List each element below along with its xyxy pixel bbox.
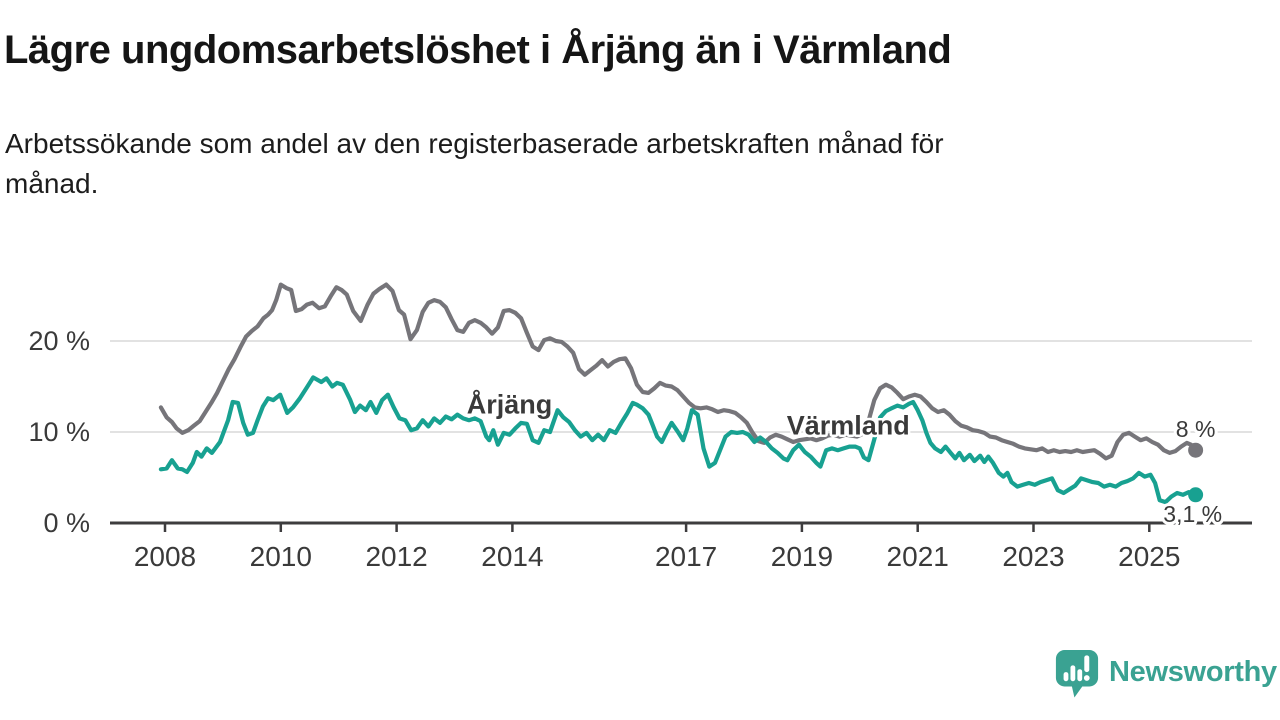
x-tick-label-2021: 2021 <box>887 541 949 572</box>
bar-icon-medium <box>1077 669 1083 682</box>
x-tick-label-2012: 2012 <box>365 541 427 572</box>
newsworthy-logo-text: Newsworthy <box>1109 655 1277 688</box>
chart-title: Lägre ungdomsarbetslöshet i Årjäng än i … <box>4 28 952 72</box>
x-tick-label-2019: 2019 <box>771 541 833 572</box>
x-tick-label-2017: 2017 <box>655 541 717 572</box>
x-tick-label-2023: 2023 <box>1002 541 1064 572</box>
exclamation-dot-icon <box>1083 675 1090 681</box>
y-tick-label-20: 20 % <box>28 326 90 356</box>
vrmland-end-dot <box>1188 442 1204 458</box>
vrmland-line <box>158 282 1198 461</box>
rjng-end-dot <box>1188 487 1204 503</box>
y-tick-label-0: 0 % <box>43 508 90 538</box>
exclamation-stem-icon <box>1084 655 1090 673</box>
newsworthy-logo-icon <box>1055 650 1099 698</box>
x-tick-label-2014: 2014 <box>481 541 543 572</box>
rjng-series-label: Årjäng <box>467 388 553 419</box>
bar-icon-small <box>1063 672 1069 682</box>
rjng-line <box>158 375 1198 505</box>
newsworthy-logo: Newsworthy <box>1054 647 1277 701</box>
x-tick-label-2025: 2025 <box>1118 541 1180 572</box>
rjng-end-value-label: 3,1 % <box>1163 501 1222 527</box>
chart-subtitle: Arbetssökande som andel av den registerb… <box>5 128 944 199</box>
vrmland-end-value-label: 8 % <box>1176 416 1216 442</box>
bar-icon-tall <box>1070 665 1076 682</box>
x-tick-label-2010: 2010 <box>250 541 312 572</box>
speech-bubble-shape <box>1055 650 1099 698</box>
y-tick-label-10: 10 % <box>28 417 90 447</box>
vrmland-series-label: Värmland <box>787 410 910 440</box>
x-tick-label-2008: 2008 <box>134 541 196 572</box>
